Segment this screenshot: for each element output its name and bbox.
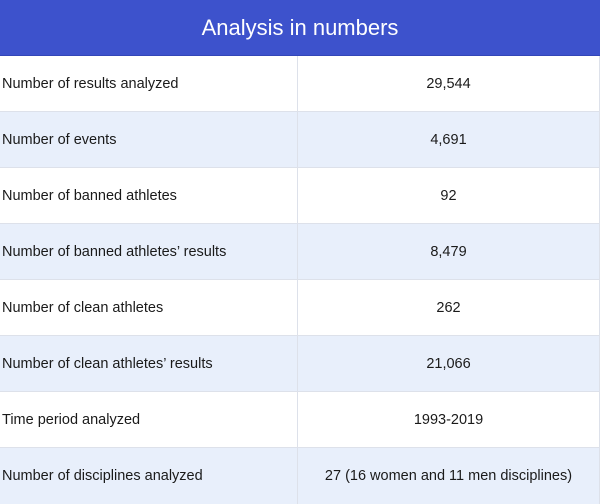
row-value: 262 xyxy=(298,280,600,335)
table-row: Number of events 4,691 xyxy=(0,112,600,168)
row-label: Time period analyzed xyxy=(0,392,298,447)
row-label: Number of banned athletes’ results xyxy=(0,224,298,279)
row-label: Number of banned athletes xyxy=(0,168,298,223)
table-row: Number of banned athletes’ results 8,479 xyxy=(0,224,600,280)
row-label: Number of clean athletes xyxy=(0,280,298,335)
table-title: Analysis in numbers xyxy=(0,0,600,56)
row-label: Number of clean athletes’ results xyxy=(0,336,298,391)
table-row: Number of disciplines analyzed 27 (16 wo… xyxy=(0,448,600,504)
table-row: Number of results analyzed 29,544 xyxy=(0,56,600,112)
table-row: Number of clean athletes’ results 21,066 xyxy=(0,336,600,392)
row-value: 21,066 xyxy=(298,336,600,391)
row-value: 29,544 xyxy=(298,56,600,111)
row-value: 27 (16 women and 11 men disciplines) xyxy=(298,448,600,504)
row-value: 1993-2019 xyxy=(298,392,600,447)
row-label: Number of disciplines analyzed xyxy=(0,448,298,504)
row-value: 4,691 xyxy=(298,112,600,167)
table-row: Number of clean athletes 262 xyxy=(0,280,600,336)
row-label: Number of results analyzed xyxy=(0,56,298,111)
row-value: 92 xyxy=(298,168,600,223)
table-row: Number of banned athletes 92 xyxy=(0,168,600,224)
row-label: Number of events xyxy=(0,112,298,167)
row-value: 8,479 xyxy=(298,224,600,279)
table-row: Time period analyzed 1993-2019 xyxy=(0,392,600,448)
